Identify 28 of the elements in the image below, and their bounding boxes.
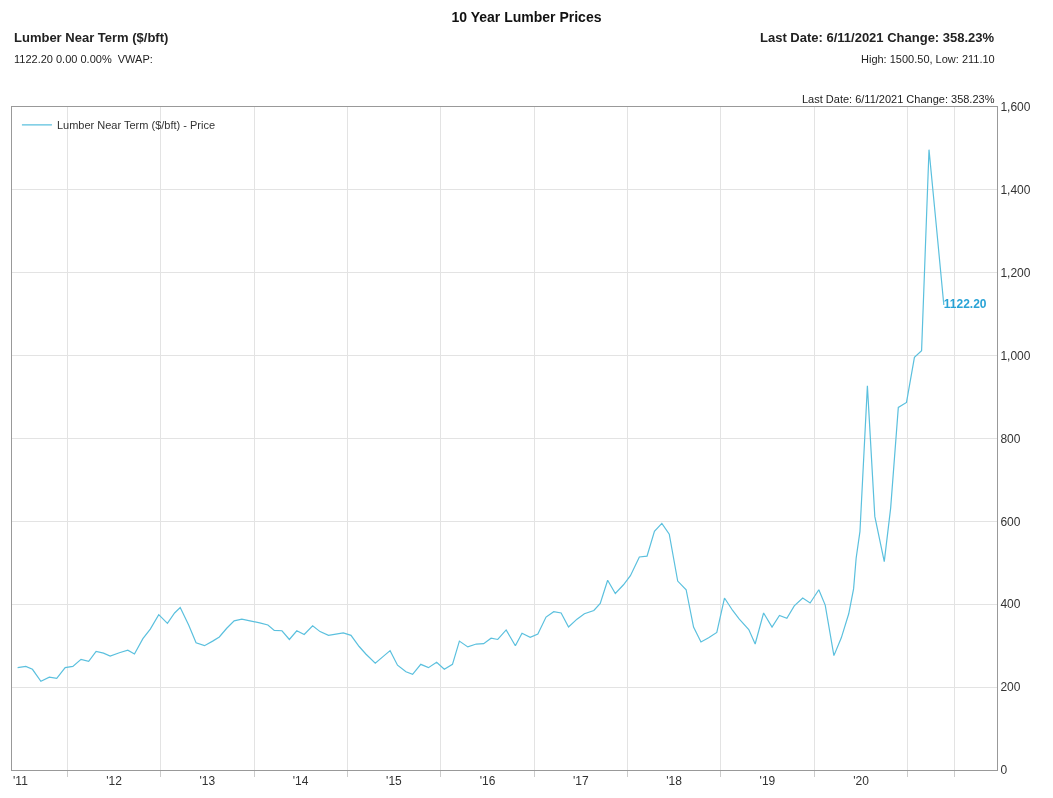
text: Lumber Near Term ($/bft): [14, 30, 169, 45]
y-tick-label: 0: [1000, 763, 1008, 778]
x-tick-label: '15: [386, 774, 403, 789]
x-tick-label: '19: [759, 774, 776, 789]
legend-label: Lumber Near Term ($/bft) - Price: [56, 119, 216, 132]
y-tick-label: 1,600: [1000, 100, 1031, 115]
y-tick-label: 400: [1000, 597, 1021, 612]
y-tick-label: 200: [1000, 680, 1021, 695]
text: 1122.20 0.00 0.00% VWAP:: [14, 53, 153, 65]
y-tick-label: 800: [1000, 431, 1021, 446]
x-tick-label: '20: [853, 774, 870, 789]
x-tick-label: '14: [292, 774, 309, 789]
x-tick-label: '17: [572, 774, 589, 789]
y-tick-label: 1,200: [1000, 265, 1031, 280]
y-tick-label: 1,400: [1000, 183, 1031, 198]
x-tick-label: '13: [199, 774, 216, 789]
y-tick-label: 600: [1000, 514, 1021, 529]
text: High: 1500.50, Low: 211.10: [861, 53, 995, 65]
y-tick-label: 1,000: [1000, 348, 1031, 363]
x-tick-label: '16: [479, 774, 496, 789]
x-tick-label: '12: [106, 774, 123, 789]
x-tick-label: '11: [13, 774, 29, 789]
x-tick-label: '18: [666, 774, 683, 789]
data-label: 1122.20: [943, 296, 987, 311]
text: Last Date: 6/11/2021 Change: 358.23%: [760, 30, 995, 45]
line-series: [17, 149, 945, 682]
text: Last Date: 6/11/2021 Change: 358.23%: [802, 93, 995, 105]
chart-title: 10 Year Lumber Prices: [451, 8, 602, 25]
